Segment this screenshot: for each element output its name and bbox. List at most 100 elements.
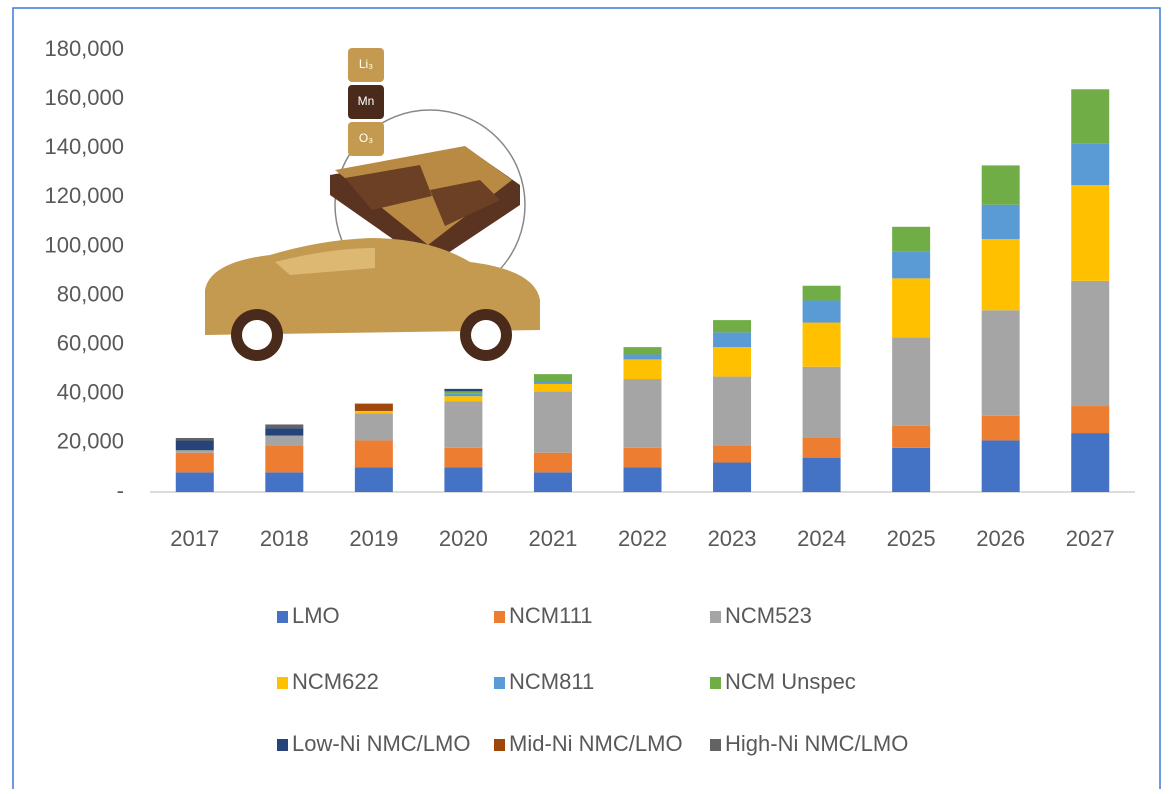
bar-segment <box>533 452 572 473</box>
bar-segment <box>892 278 931 338</box>
y-tick-label: 100,000 <box>44 232 124 257</box>
bar-segment <box>892 447 931 492</box>
legend-label: LMO <box>292 603 340 628</box>
x-tick-label: 2023 <box>708 526 757 551</box>
x-tick-label: 2024 <box>797 526 846 551</box>
bar-segment <box>533 374 572 382</box>
x-tick-label: 2021 <box>528 526 577 551</box>
x-tick-label: 2018 <box>260 526 309 551</box>
x-tick-label: 2026 <box>976 526 1025 551</box>
x-tick-label: 2027 <box>1066 526 1115 551</box>
legend-swatch <box>710 611 721 623</box>
bar-segment <box>713 462 752 492</box>
bar-segment <box>623 347 662 355</box>
bar-segment <box>981 415 1020 441</box>
x-tick-label: 2025 <box>887 526 936 551</box>
element-label: O₃ <box>359 131 373 145</box>
bar-segment <box>892 425 931 448</box>
bar-segment <box>1071 143 1110 186</box>
bar-segment <box>713 445 752 463</box>
legend-label: NCM111 <box>509 603 593 628</box>
bar-segment <box>981 204 1020 240</box>
bar-segment <box>623 467 662 492</box>
legend-swatch <box>277 739 288 751</box>
bar-segment <box>354 467 393 492</box>
bar-segment <box>981 310 1020 416</box>
element-box <box>348 85 384 119</box>
legend-swatch <box>494 739 505 751</box>
bar-segment <box>175 472 214 492</box>
bar-segment <box>354 440 393 468</box>
bar-segment <box>713 320 752 333</box>
y-tick-label: 120,000 <box>44 183 124 208</box>
bar-segment <box>354 413 393 441</box>
bar-segment <box>175 437 214 441</box>
legend-swatch <box>277 677 288 689</box>
wheel-hub <box>471 320 501 350</box>
legend-label: Mid-Ni NMC/LMO <box>509 731 683 756</box>
legend-swatch <box>710 739 721 751</box>
y-tick-label: - <box>117 478 124 503</box>
bar-segment <box>444 391 483 394</box>
bar-segment <box>713 332 752 348</box>
bar-segment <box>981 440 1020 492</box>
y-tick-label: 180,000 <box>44 36 124 61</box>
y-tick-label: 20,000 <box>57 429 124 454</box>
frame <box>12 7 1161 794</box>
bar-segment <box>892 251 931 279</box>
y-tick-label: 140,000 <box>44 134 124 159</box>
bar-segment <box>802 366 841 438</box>
battery-cell <box>430 180 500 226</box>
bar-segment <box>265 424 304 429</box>
bar-segment <box>892 337 931 426</box>
legend-label: Low-Ni NMC/LMO <box>292 731 470 756</box>
legend-label: High-Ni NMC/LMO <box>725 731 908 756</box>
bar-segment <box>892 226 931 252</box>
wheel-hub <box>242 320 272 350</box>
element-box <box>348 122 384 156</box>
bar-segment <box>623 359 662 380</box>
battery-cell <box>345 165 432 210</box>
bar-segment <box>1071 406 1110 434</box>
legend-swatch <box>277 611 288 623</box>
car-window <box>275 248 375 275</box>
bar-segment <box>265 435 304 446</box>
bar-segment <box>1071 89 1110 144</box>
bar-segment <box>354 403 393 411</box>
bar-segment <box>444 467 483 492</box>
bar-segment <box>802 300 841 323</box>
illustration: Li₃ Mn O₃ <box>205 48 540 361</box>
element-label: Li₃ <box>359 57 373 71</box>
y-tick-label: 60,000 <box>57 330 124 355</box>
bar-segment <box>265 445 304 473</box>
bar-segment <box>1071 185 1110 281</box>
legend-swatch <box>710 677 721 689</box>
bar-segment <box>802 285 841 301</box>
bar-segment <box>1071 433 1110 492</box>
bar-segment <box>444 401 483 448</box>
legend-label: NCM622 <box>292 669 379 694</box>
bar-segment <box>265 428 304 436</box>
bar-segment <box>175 450 214 453</box>
y-tick-label: 80,000 <box>57 281 124 306</box>
x-tick-label: 2022 <box>618 526 667 551</box>
legend-label: NCM Unspec <box>725 669 856 694</box>
bar-segment <box>1071 280 1110 407</box>
bar-segment <box>175 440 214 451</box>
bar-segment <box>444 393 483 397</box>
element-box <box>348 48 384 82</box>
bar-segment <box>623 447 662 468</box>
bar-segment <box>533 383 572 392</box>
bar-segment <box>175 452 214 473</box>
x-tick-label: 2020 <box>439 526 488 551</box>
bar-segment <box>802 457 841 492</box>
bar-segment <box>981 239 1020 311</box>
legend-label: NCM523 <box>725 603 812 628</box>
bar-segment <box>533 391 572 453</box>
x-tick-label: 2017 <box>170 526 219 551</box>
bar-segment <box>623 379 662 448</box>
legend-swatch <box>494 611 505 623</box>
element-label: Mn <box>358 94 375 108</box>
legend-swatch <box>494 677 505 689</box>
